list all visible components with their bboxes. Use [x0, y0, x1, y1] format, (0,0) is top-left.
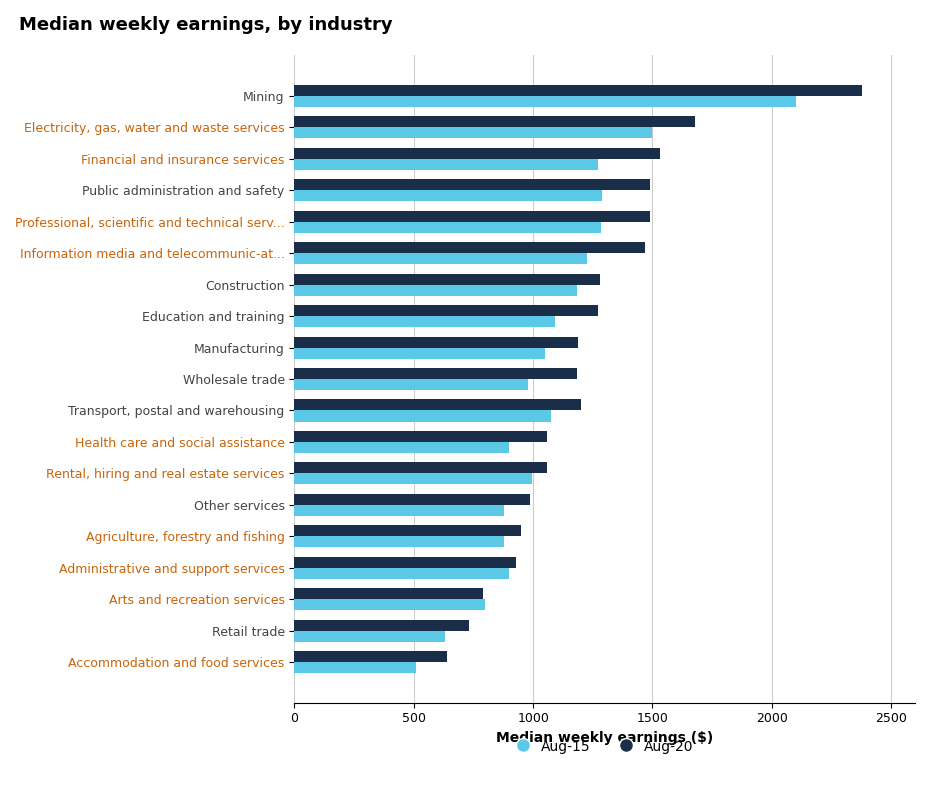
Bar: [295, 505, 504, 516]
Bar: [295, 85, 862, 96]
Bar: [295, 316, 554, 327]
Bar: [295, 379, 528, 390]
Bar: [295, 588, 483, 600]
Bar: [295, 253, 587, 264]
Text: Median weekly earnings, by industry: Median weekly earnings, by industry: [19, 16, 392, 34]
Bar: [295, 631, 445, 642]
Bar: [295, 431, 548, 442]
Bar: [295, 462, 548, 473]
Bar: [295, 651, 447, 663]
Bar: [295, 305, 598, 316]
Bar: [295, 663, 417, 673]
Bar: [295, 368, 578, 379]
Bar: [295, 127, 653, 138]
Bar: [295, 411, 551, 422]
Bar: [295, 336, 578, 348]
Bar: [295, 221, 601, 233]
Bar: [295, 600, 485, 610]
Bar: [295, 494, 529, 505]
Bar: [295, 399, 581, 411]
Bar: [295, 274, 600, 285]
Bar: [295, 147, 659, 159]
Bar: [295, 557, 516, 568]
Bar: [295, 159, 598, 170]
Bar: [295, 348, 545, 358]
Bar: [295, 473, 532, 485]
Bar: [295, 96, 796, 107]
Bar: [295, 116, 696, 127]
Bar: [295, 568, 510, 579]
Legend: Aug-15, Aug-20: Aug-15, Aug-20: [510, 733, 700, 761]
Bar: [295, 285, 578, 295]
Bar: [295, 536, 504, 547]
Bar: [295, 242, 645, 253]
Bar: [295, 442, 510, 453]
Bar: [295, 190, 603, 201]
Bar: [295, 211, 650, 221]
X-axis label: Median weekly earnings ($): Median weekly earnings ($): [496, 731, 713, 745]
Bar: [295, 526, 521, 536]
Bar: [295, 180, 650, 190]
Bar: [295, 620, 469, 631]
